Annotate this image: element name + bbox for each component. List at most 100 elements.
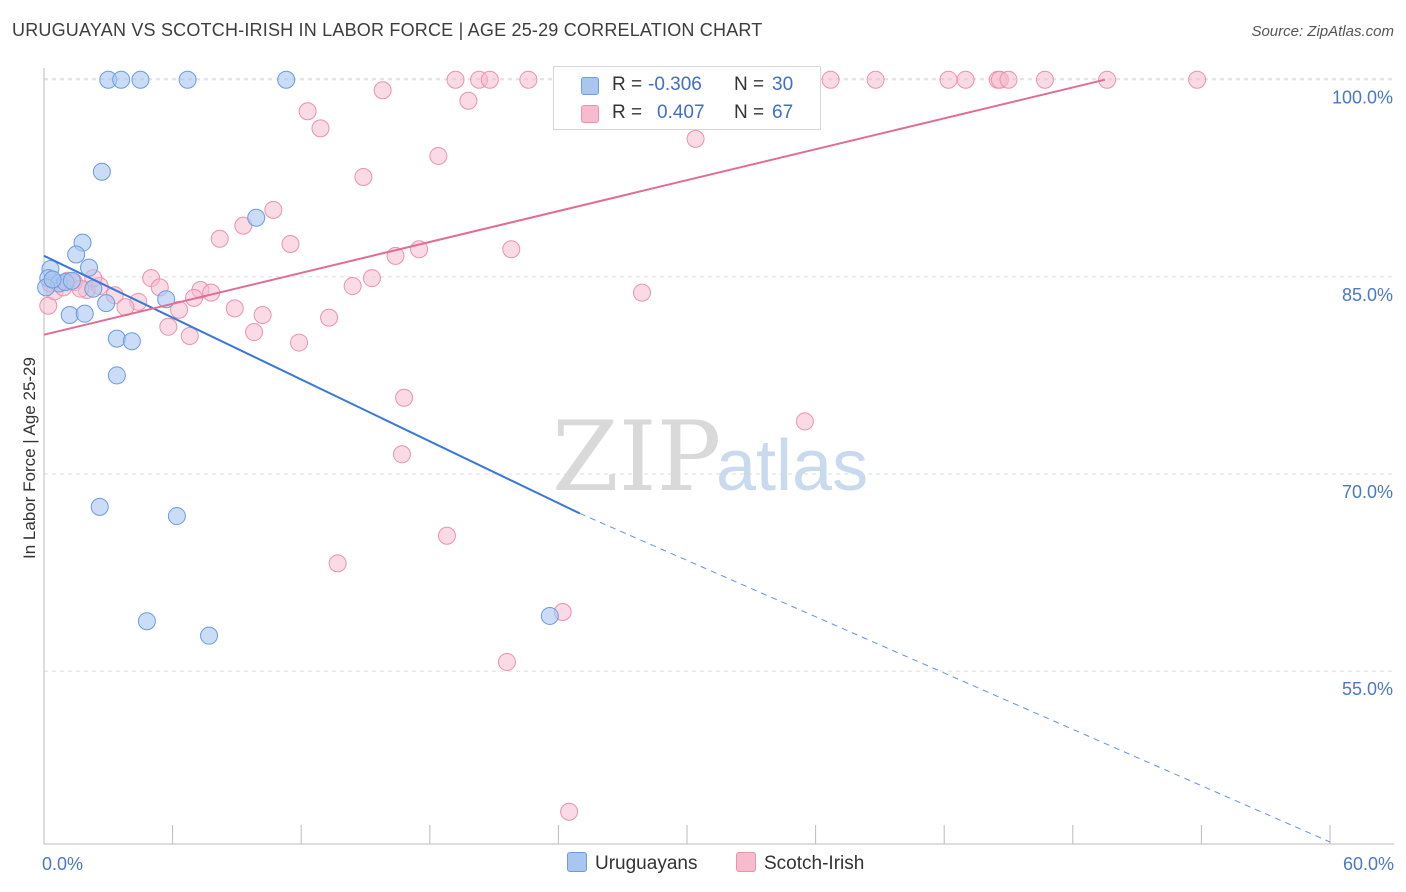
scotch-irish-point: [225, 299, 244, 318]
uruguayan-point: [178, 70, 197, 89]
scotch-irish-point: [264, 200, 283, 219]
watermark-atlas: atlas: [716, 426, 868, 506]
x-tick-label: 0.0%: [42, 854, 83, 874]
uruguayan-point: [43, 270, 62, 289]
scotch-irish-point: [159, 317, 178, 336]
scotch-irish-point: [459, 91, 478, 110]
scotch-irish-point: [320, 308, 339, 327]
uruguayan-trend-line: [43, 254, 581, 515]
legend-label-scotch-irish: Scotch-Irish: [764, 853, 865, 874]
uruguayan-point: [167, 507, 186, 526]
x-tick-labels: 0.0% 60.0%: [42, 854, 1394, 874]
correlation-legend: R = -0.306 N = 30 R = 0.407 N = 67: [553, 66, 821, 130]
uruguayan-point: [67, 245, 86, 264]
scotch-irish-point: [298, 102, 317, 121]
y-tick-label: 100.0%: [1332, 88, 1393, 108]
y-tick-label: 70.0%: [1342, 482, 1393, 502]
legend-row-scotch-irish: R = 0.407 N = 67: [554, 99, 820, 129]
uruguayan-point: [75, 304, 94, 323]
uruguayan-point: [200, 626, 219, 645]
legend-swatch-uruguayans: [581, 77, 599, 95]
series-uruguayans: [37, 70, 559, 645]
uruguayan-point: [247, 208, 266, 227]
uruguayan-point: [62, 271, 81, 290]
legend-n-label: N =: [734, 74, 765, 95]
scotch-irish-point: [821, 70, 840, 89]
uruguayan-point: [90, 497, 109, 516]
scotch-irish-point: [686, 129, 705, 148]
grid-lines: [44, 78, 1394, 672]
legend-n-value: 30: [772, 74, 794, 95]
scotch-irish-point: [343, 277, 362, 296]
y-tick-label: 85.0%: [1342, 285, 1393, 305]
chart-title: URUGUAYAN VS SCOTCH-IRISH IN LABOR FORCE…: [12, 20, 763, 40]
axes: [43, 68, 1394, 845]
scotch-irish-point: [373, 81, 392, 100]
scotch-irish-point: [395, 388, 414, 407]
scotch-irish-point: [245, 323, 264, 342]
scotch-irish-point: [866, 70, 885, 89]
y-axis-label: In Labor Force | Age 25-29: [20, 357, 39, 559]
scotch-irish-point: [354, 167, 373, 186]
legend-swatch-scotch-irish: [581, 105, 599, 123]
scotch-irish-point: [362, 269, 381, 288]
uruguayan-point: [122, 332, 141, 351]
scotch-irish-point: [632, 283, 651, 302]
legend-swatch-scotch-irish: [736, 852, 756, 872]
scotch-irish-point: [999, 70, 1018, 89]
scotch-irish-point: [429, 146, 448, 165]
scotch-irish-point: [253, 305, 272, 324]
uruguayan-point: [92, 162, 111, 181]
scotch-irish-point: [180, 327, 199, 345]
source-credit: Source: ZipAtlas.com: [1251, 23, 1394, 40]
scotch-irish-point: [1188, 70, 1207, 89]
scotch-irish-point: [328, 554, 347, 573]
uruguayan-point: [80, 258, 99, 277]
uruguayan-point: [137, 612, 156, 631]
scotch-irish-point: [480, 70, 499, 89]
scotch-irish-point: [311, 119, 330, 138]
y-tick-label: 55.0%: [1342, 679, 1393, 699]
scotch-irish-point: [1035, 70, 1054, 89]
legend-label-uruguayans: Uruguayans: [595, 853, 698, 874]
legend-row-uruguayans: R = -0.306 N = 30: [554, 71, 820, 101]
scotch-irish-point: [234, 216, 253, 235]
scotch-irish-point: [392, 445, 411, 464]
scotch-irish-point: [795, 412, 814, 431]
scotch-irish-point: [560, 802, 579, 821]
scotch-irish-point: [519, 70, 538, 89]
scotch-irish-point: [290, 333, 309, 352]
scotch-irish-point: [437, 526, 456, 545]
scotch-irish-point: [446, 70, 465, 89]
uruguayan-point: [107, 366, 126, 385]
legend-n-label: N =: [734, 102, 765, 123]
uruguayan-point: [97, 294, 116, 313]
legend-r-value: -0.306: [648, 74, 702, 95]
scotch-irish-point: [956, 70, 975, 89]
bottom-legend-scotch-irish[interactable]: Scotch-Irish: [736, 852, 864, 876]
scotch-irish-point: [502, 240, 521, 259]
scotch-irish-point: [939, 70, 958, 89]
legend-r-label: R =: [612, 102, 643, 123]
scotch-irish-point: [1098, 70, 1117, 89]
legend-r-label: R =: [612, 74, 643, 95]
uruguayan-point: [107, 329, 126, 348]
x-tick-label: 60.0%: [1343, 854, 1394, 874]
scotch-irish-point: [210, 229, 229, 248]
legend-swatch-uruguayans: [567, 852, 587, 872]
trend-lines: [43, 78, 1331, 843]
uruguayan-trend-extension: [579, 512, 1331, 843]
scotch-irish-point: [281, 235, 300, 253]
uruguayan-point: [60, 305, 79, 324]
bottom-legend-uruguayans[interactable]: Uruguayans: [567, 852, 697, 876]
uruguayan-point: [112, 70, 131, 89]
uruguayan-point: [131, 70, 150, 89]
uruguayan-point: [277, 70, 296, 89]
y-tick-labels: 55.0% 70.0% 85.0% 100.0%: [1332, 88, 1393, 699]
watermark-zip: ZIP: [552, 401, 721, 513]
scotch-irish-point: [497, 652, 516, 671]
legend-n-value: 67: [772, 102, 794, 123]
legend-r-value: 0.407: [657, 102, 705, 123]
scotch-irish-trend-line: [43, 78, 1106, 336]
